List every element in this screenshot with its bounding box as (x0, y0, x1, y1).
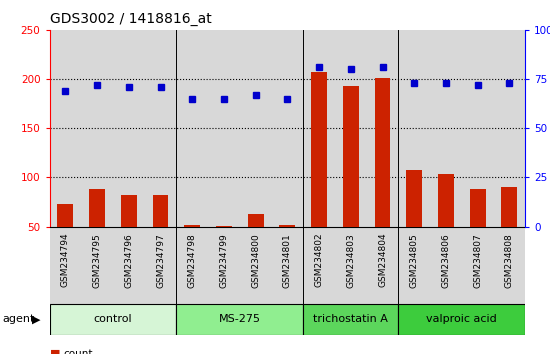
Bar (50, 227, 81, 304)
Bar (502, 187, 518, 227)
Bar (208, 30, 240, 227)
Bar (406, 170, 422, 227)
Text: GSM234796: GSM234796 (124, 233, 133, 287)
Bar (50, 304, 177, 335)
Bar (367, 227, 398, 304)
Text: GSM234797: GSM234797 (156, 233, 165, 287)
Bar (311, 72, 327, 227)
Bar (152, 195, 168, 227)
Text: ▶: ▶ (32, 314, 40, 325)
Bar (145, 227, 177, 304)
Bar (272, 227, 303, 304)
Text: GSM234798: GSM234798 (188, 233, 197, 287)
Text: GSM234807: GSM234807 (473, 233, 482, 287)
Bar (89, 189, 105, 227)
Bar (113, 30, 145, 227)
Text: GSM234805: GSM234805 (410, 233, 419, 287)
Bar (272, 30, 303, 227)
Bar (208, 227, 240, 304)
Bar (398, 30, 430, 227)
Text: GSM234795: GSM234795 (92, 233, 102, 287)
Bar (398, 304, 525, 335)
Bar (470, 189, 486, 227)
Bar (81, 227, 113, 304)
Bar (462, 227, 493, 304)
Bar (248, 214, 263, 227)
Bar (303, 227, 335, 304)
Text: GDS3002 / 1418816_at: GDS3002 / 1418816_at (50, 12, 211, 26)
Bar (177, 227, 208, 304)
Bar (335, 227, 367, 304)
Text: valproic acid: valproic acid (426, 314, 497, 325)
Bar (50, 30, 81, 227)
Bar (177, 304, 303, 335)
Bar (367, 30, 398, 227)
Bar (184, 224, 200, 227)
Text: GSM234803: GSM234803 (346, 233, 355, 287)
Text: GSM234806: GSM234806 (442, 233, 450, 287)
Bar (335, 30, 367, 227)
Bar (145, 30, 177, 227)
Bar (430, 227, 462, 304)
Bar (121, 195, 137, 227)
Bar (303, 30, 335, 227)
Text: GSM234802: GSM234802 (315, 233, 323, 287)
Bar (398, 227, 430, 304)
Text: ■: ■ (50, 349, 60, 354)
Bar (493, 30, 525, 227)
Text: trichostatin A: trichostatin A (314, 314, 388, 325)
Bar (240, 30, 272, 227)
Bar (177, 30, 208, 227)
Text: GSM234800: GSM234800 (251, 233, 260, 287)
Text: GSM234804: GSM234804 (378, 233, 387, 287)
Text: agent: agent (3, 314, 35, 325)
Bar (462, 30, 493, 227)
Bar (113, 227, 145, 304)
Bar (240, 227, 272, 304)
Text: GSM234799: GSM234799 (219, 233, 228, 287)
Bar (438, 173, 454, 227)
Text: control: control (94, 314, 132, 325)
Bar (375, 78, 390, 227)
Text: GSM234801: GSM234801 (283, 233, 292, 287)
Bar (279, 224, 295, 227)
Bar (57, 204, 73, 227)
Bar (81, 30, 113, 227)
Bar (216, 225, 232, 227)
Text: MS-275: MS-275 (219, 314, 261, 325)
Bar (430, 30, 462, 227)
Bar (303, 304, 398, 335)
Text: GSM234808: GSM234808 (505, 233, 514, 287)
Bar (343, 86, 359, 227)
Bar (493, 227, 525, 304)
Text: count: count (63, 349, 93, 354)
Text: GSM234794: GSM234794 (61, 233, 70, 287)
